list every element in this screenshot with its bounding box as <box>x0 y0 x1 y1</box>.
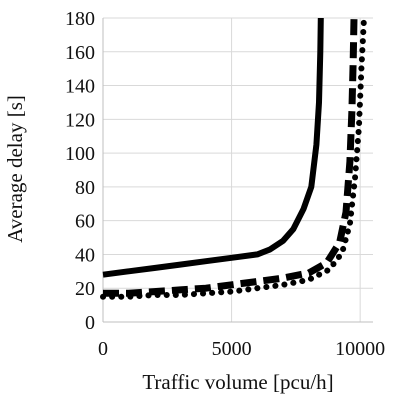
y-axis-ticks: 0 20 40 60 80 100 120 140 160 180 <box>65 8 95 334</box>
y-tick-label: 0 <box>85 312 95 334</box>
x-tick-label: 5000 <box>212 338 252 360</box>
grid <box>102 17 373 323</box>
y-tick-label: 100 <box>65 143 95 165</box>
y-tick-label: 120 <box>65 109 95 131</box>
y-axis-title: Average delay [s] <box>3 95 27 243</box>
series-line-dotted <box>100 15 367 300</box>
y-tick-label: 60 <box>75 211 95 233</box>
x-tick-label: 0 <box>98 338 108 360</box>
y-tick-label: 40 <box>75 244 95 266</box>
series-layer <box>100 15 367 300</box>
plot-area <box>102 18 373 323</box>
x-tick-label: 10000 <box>335 338 385 360</box>
y-tick-label: 140 <box>65 76 95 98</box>
y-tick-label: 20 <box>75 278 95 300</box>
x-axis-title: Traffic volume [pcu/h] <box>142 370 333 394</box>
x-axis-ticks: 0 5000 10000 <box>98 338 385 360</box>
series-line-dashed <box>103 17 358 297</box>
y-tick-label: 180 <box>65 8 95 30</box>
y-tick-label: 80 <box>75 177 95 199</box>
series-line-solid <box>102 17 324 278</box>
y-tick-label: 160 <box>65 42 95 64</box>
